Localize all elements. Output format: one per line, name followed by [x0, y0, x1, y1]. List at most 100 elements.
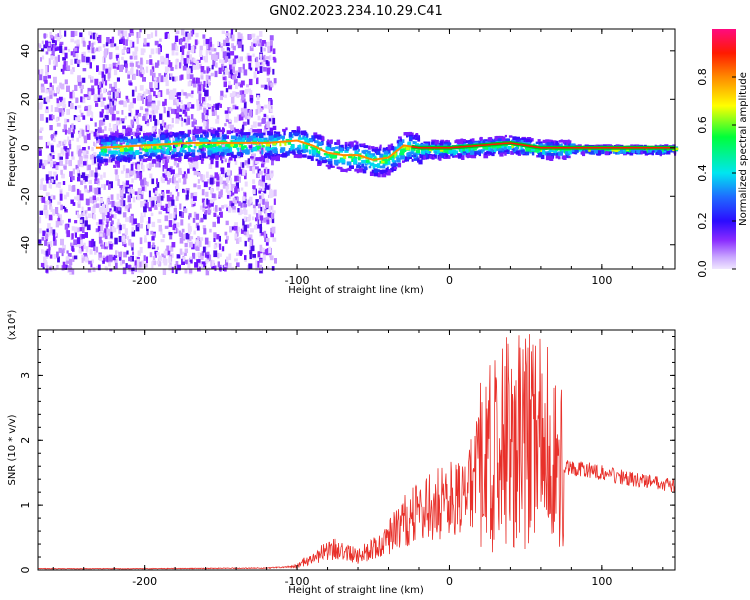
spectrogram-cell	[92, 57, 95, 62]
spectrogram-cell	[116, 63, 120, 70]
spectrogram-cell	[171, 199, 175, 206]
spectrogram-cell	[384, 159, 389, 164]
spectrogram-cell	[71, 226, 75, 231]
spectrogram-cell	[94, 197, 97, 203]
spectrogram-cell	[169, 62, 173, 68]
spectrogram-cell	[133, 155, 136, 160]
spectrogram-cell	[116, 55, 119, 61]
spectrogram-cell	[84, 185, 87, 191]
spectrogram-cell	[116, 156, 121, 161]
spectrogram-cell	[218, 191, 223, 198]
spectrogram-cell	[260, 56, 263, 61]
y-tick-label: 2	[19, 437, 32, 444]
spectrogram-cell	[96, 130, 100, 136]
spectrogram-cell	[108, 67, 112, 74]
spectrogram-cell	[206, 251, 210, 256]
spectrogram-cell	[157, 100, 161, 106]
spectrogram-cell	[347, 147, 350, 150]
spectrogram-cell	[253, 138, 257, 142]
spectrogram-cell	[242, 135, 247, 141]
spectrogram-cell	[219, 132, 222, 138]
spectrogram-cell	[202, 202, 206, 208]
spectrogram-cell	[163, 167, 166, 174]
spectrogram-cell	[125, 142, 130, 147]
spectrogram-cell	[381, 172, 387, 178]
spectrogram-cell	[115, 140, 119, 145]
spectrogram-cell	[379, 153, 384, 158]
spectrogram-cell	[161, 253, 165, 258]
spectrogram-cell	[218, 129, 223, 132]
spectrogram-cell	[113, 213, 117, 219]
spectrogram-cell	[134, 173, 138, 180]
spectrogram-cell	[261, 142, 264, 146]
spectrogram-cell	[380, 170, 384, 175]
spectrogram-cell	[65, 129, 70, 134]
spectrogram-cell	[237, 58, 240, 63]
spectrogram-cell	[186, 55, 190, 59]
spectrogram-cell	[228, 193, 231, 200]
spectrogram-cell	[457, 153, 462, 157]
spectrogram-cell	[370, 153, 376, 157]
spectrogram-cell	[479, 137, 483, 140]
spectrogram-cell	[93, 48, 96, 53]
spectrogram-cell	[442, 148, 448, 153]
spectrogram-cell	[504, 134, 507, 138]
spectrogram-cell	[225, 42, 230, 47]
spectrogram-cell	[209, 41, 213, 47]
spectrogram-cell	[253, 224, 258, 230]
spectrogram-cell	[257, 203, 261, 209]
spectrogram-cell	[202, 246, 206, 253]
spectrogram-cell	[263, 168, 266, 174]
spectrogram-cell	[292, 149, 296, 152]
spectrogram-cell	[104, 148, 108, 153]
spectrogram-cell	[313, 132, 318, 136]
spectrogram-cell	[120, 155, 123, 159]
spectrogram-cell	[427, 141, 431, 146]
spectrogram-cell	[189, 269, 193, 274]
spectrogram-cell	[127, 127, 131, 134]
spectrogram-cell	[165, 74, 169, 79]
spectrogram-cell	[356, 164, 361, 169]
spectrogram-cell	[378, 146, 382, 150]
spectrogram-cell	[43, 184, 47, 191]
spectrogram-cell	[213, 142, 217, 147]
spectrogram-cell	[157, 91, 161, 98]
y-tick-label: 0	[19, 144, 32, 151]
spectrogram-cell	[163, 250, 168, 256]
spectrogram-cell	[259, 195, 262, 200]
spectrogram-cell	[207, 104, 212, 108]
snr-ylabel: SNR (10 * v/v)	[7, 414, 18, 485]
spectrogram-cell	[53, 239, 57, 246]
spectrogram-cell	[42, 230, 46, 237]
spectrogram-cell	[315, 158, 319, 162]
spectrogram-cell	[189, 54, 192, 60]
spectrogram-cell	[196, 164, 199, 169]
spectrogram-cell	[60, 83, 65, 90]
spectrogram-cell	[55, 162, 60, 166]
spectrogram-cell	[140, 179, 144, 186]
spectrogram-cell	[206, 44, 211, 51]
spectrogram-cell	[71, 89, 74, 94]
spectrogram-cell	[214, 172, 219, 179]
spectrogram-cell	[203, 181, 208, 188]
spectrogram-cell	[189, 144, 193, 147]
spectrogram-cell	[162, 101, 165, 107]
spectrogram-cell	[146, 60, 149, 65]
spectrogram-cell	[58, 108, 63, 113]
spectrogram-cell	[185, 233, 190, 240]
spectrogram-cell	[259, 258, 263, 263]
spectrogram-cell	[149, 252, 153, 258]
spectrogram-cell	[134, 150, 140, 155]
spectrogram-cell	[45, 117, 49, 123]
spectrogram-cell	[103, 183, 106, 190]
spectrogram-cell	[160, 55, 164, 62]
spectrogram-cell	[199, 50, 203, 57]
x-tick-label: -100	[285, 274, 310, 287]
spectrogram-cell	[144, 119, 149, 125]
spectrogram-cell	[432, 155, 436, 159]
spectrogram-cell	[86, 110, 91, 117]
spectrogram-cell	[230, 183, 234, 191]
spectrogram-cell	[227, 162, 231, 168]
spectrogram-cell	[256, 40, 260, 44]
spectrogram-cell	[269, 136, 272, 139]
